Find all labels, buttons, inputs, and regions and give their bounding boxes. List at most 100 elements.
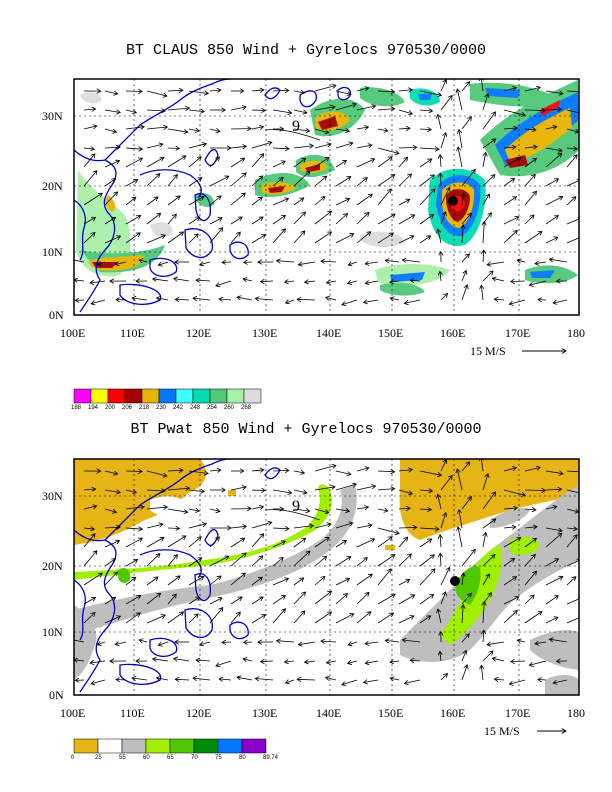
wind-vector (285, 281, 295, 282)
wind-vector (419, 159, 432, 168)
wind-vector (251, 522, 272, 529)
wind-vector (146, 524, 163, 529)
wind-vector (545, 470, 563, 474)
wind-vector (458, 147, 463, 168)
wind-vector (83, 171, 97, 187)
wind-vector (104, 616, 121, 624)
wind-vector (377, 509, 388, 511)
wind-vector (356, 145, 372, 149)
wind-vector (157, 678, 169, 680)
wind-vector (314, 211, 332, 225)
wind-vector (524, 571, 537, 586)
wind-vector (566, 508, 579, 512)
colorbar-tick-label: 89.74 (263, 755, 279, 761)
wind-vector (305, 281, 316, 282)
colorbar-swatch (124, 388, 143, 404)
wind-vector (188, 217, 200, 225)
wind-vector (157, 298, 169, 300)
wind-vector (251, 490, 265, 491)
wind-vector (511, 281, 526, 282)
wind-vector (251, 110, 265, 111)
wind-vector (481, 285, 483, 301)
wind-vector (335, 160, 346, 168)
wind-vector (482, 519, 496, 529)
wind-vector (566, 155, 577, 168)
wind-vector (293, 198, 304, 206)
wind-vector (457, 89, 463, 111)
wind-vector (462, 225, 463, 244)
wind-vector (377, 555, 395, 567)
wind-vector (83, 506, 97, 510)
wind-vector (209, 196, 221, 206)
lon-label: 120E (186, 706, 212, 720)
wind-vector (377, 527, 399, 534)
lon-label: 100E (60, 326, 86, 340)
wind-vector (440, 535, 441, 548)
wind-vector (356, 574, 372, 586)
colorbar-tick-label: 70 (191, 755, 198, 761)
wind-vector (509, 679, 526, 684)
wind-vector (566, 197, 576, 206)
wind-vector (503, 217, 519, 225)
panel1-map (74, 79, 579, 315)
wind-vector (314, 524, 331, 529)
wind-vector (125, 215, 141, 225)
wind-vector (175, 679, 190, 680)
wind-vector (494, 299, 505, 300)
wind-vector (167, 128, 188, 132)
wind-vector (230, 217, 242, 225)
lat-label: 20N (42, 179, 63, 193)
wind-vector (188, 614, 198, 624)
wind-vector (74, 660, 85, 661)
colorbar-swatch (241, 738, 267, 754)
wind-vector (314, 85, 336, 92)
colorbar-swatch (73, 738, 99, 754)
wind-vector (83, 148, 94, 149)
wind-vector (230, 232, 240, 244)
wind-vector (398, 579, 410, 586)
wind-vector (483, 602, 484, 624)
wind-vector (390, 298, 400, 300)
wind-vector (481, 665, 483, 681)
wind-vector (83, 528, 94, 529)
wind-vector (461, 634, 469, 643)
wind-vector (293, 509, 310, 511)
wind-vector (125, 528, 142, 529)
wind-vector (196, 660, 211, 661)
wind-vector (377, 189, 391, 206)
wind-vector (132, 298, 148, 300)
wind-vector (200, 262, 211, 265)
lat-label: 30N (42, 109, 63, 123)
wind-vector (482, 194, 489, 206)
colorbar-tick-label: 188 (71, 405, 82, 411)
wind-vector (167, 612, 184, 624)
wind-vector (293, 158, 306, 168)
wind-vector (251, 556, 263, 567)
wind-vector (529, 660, 547, 665)
wind-vector (125, 507, 144, 509)
wind-vector (398, 157, 408, 168)
wind-vector (255, 679, 274, 681)
wind-vector (125, 110, 136, 113)
wind-vector (188, 524, 206, 529)
colorbar-swatch (97, 738, 123, 754)
wind-vector (230, 158, 245, 168)
wind-vector (348, 262, 358, 265)
wind-vector (335, 509, 349, 511)
wind-vector (524, 110, 546, 111)
wind-vector (566, 148, 577, 149)
wind-vector (314, 128, 329, 133)
wind-vector (209, 470, 221, 471)
wind-vector (440, 568, 450, 586)
colorbar-tick-label: 206 (122, 405, 133, 411)
wind-vector (335, 143, 353, 149)
wind-vector (314, 577, 325, 586)
wind-vector (440, 459, 446, 472)
wind-vector (146, 615, 165, 624)
wind-vector (272, 489, 292, 493)
gyre-label: 9 (292, 118, 300, 135)
wind-vector (356, 612, 371, 624)
wind-vector (404, 299, 421, 303)
wind-vector (293, 109, 307, 113)
colorbar-swatch (145, 738, 171, 754)
